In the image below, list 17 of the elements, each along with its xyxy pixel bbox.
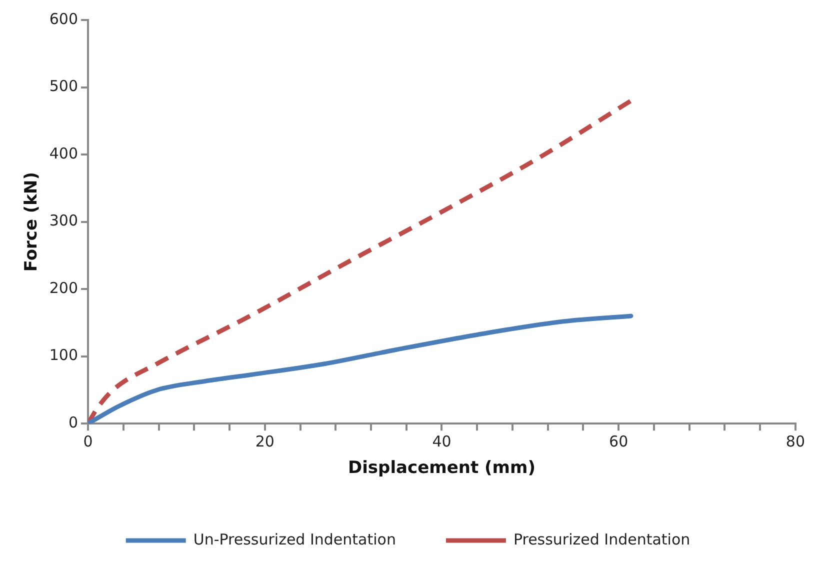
line-series — [88, 314, 634, 424]
legend-label: Pressurized Indentation — [513, 530, 690, 548]
y-tick-label: 0 — [68, 413, 78, 432]
legend-label: Un-Pressurized Indentation — [193, 530, 396, 548]
x-tick-label: 20 — [255, 432, 274, 450]
y-tick-label: 600 — [49, 10, 78, 28]
y-tick-label: 100 — [49, 346, 78, 364]
y-tick-label: 500 — [49, 77, 78, 96]
x-tick-label: 80 — [786, 432, 806, 450]
y-axis-title: Force (kN) — [22, 172, 42, 272]
x-tick-label: 60 — [609, 432, 628, 450]
y-tick-label: 400 — [49, 144, 78, 162]
x-axis-title: Displacement (mm) — [348, 458, 536, 478]
x-tick-label: 0 — [83, 432, 93, 450]
y-tick-label: 300 — [49, 212, 78, 230]
x-tick-label: 40 — [432, 432, 452, 450]
y-tick-label: 200 — [49, 278, 78, 297]
